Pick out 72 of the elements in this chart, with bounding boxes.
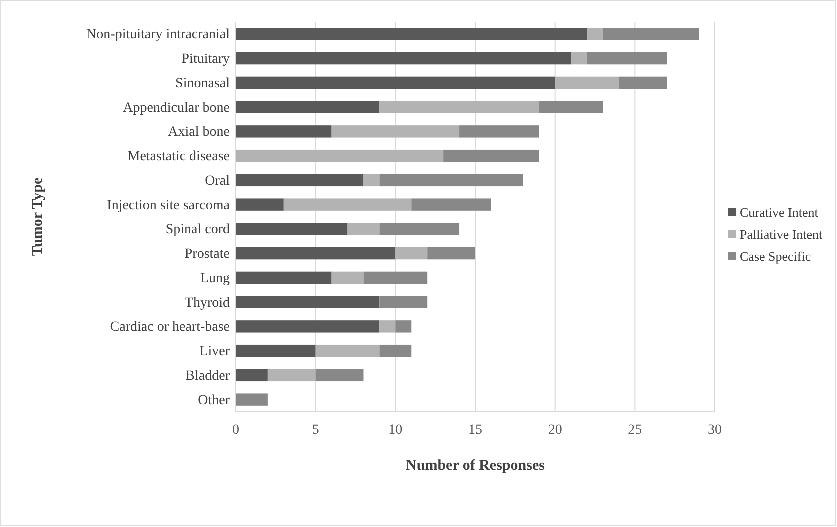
y-axis-title: Tumor Type [30, 178, 46, 256]
y-tick-label: Pituitary [182, 52, 230, 68]
bar [555, 76, 620, 90]
bar [236, 344, 316, 358]
bar [380, 296, 428, 308]
y-tick-label: Non-pituitary intracranial [86, 28, 230, 43]
bar [316, 344, 380, 358]
x-tick-label: 30 [708, 422, 722, 438]
bar [236, 320, 380, 333]
bar [236, 369, 268, 382]
y-tick-label: Spinal cord [166, 222, 230, 238]
bar [236, 76, 556, 90]
y-tick-label: Lung [200, 271, 230, 286]
y-tick-label: Axial bone [168, 125, 230, 140]
bar [316, 369, 364, 382]
bar [236, 101, 380, 114]
x-tick-label: 0 [232, 422, 240, 438]
bar [396, 320, 412, 333]
bar [396, 247, 428, 260]
bar [380, 101, 540, 114]
bar [348, 223, 380, 236]
x-tick-label: 10 [388, 422, 403, 438]
legend-label: Curative Intent [740, 205, 819, 220]
legend-label: Palliative Intent [740, 227, 824, 242]
bar [236, 126, 332, 138]
bar [268, 369, 316, 382]
y-tick-label: Cardiac or heart-base [110, 320, 230, 336]
bar [380, 223, 460, 236]
y-tick-label: Metastatic disease [128, 150, 230, 165]
bar [364, 174, 380, 187]
bar [380, 344, 412, 358]
bar [332, 272, 364, 284]
bar [587, 52, 668, 65]
bar [236, 174, 364, 187]
bar [571, 52, 588, 65]
bar [236, 272, 332, 284]
bar [460, 126, 540, 138]
y-tick-label: Appendicular bone [123, 100, 230, 116]
y-tick-label: Sinonasal [176, 76, 230, 92]
x-tick-label: 15 [468, 422, 482, 438]
y-tick-label: Oral [205, 174, 230, 189]
bar [380, 174, 524, 187]
x-tick-label: 20 [548, 422, 562, 438]
bar [539, 101, 604, 114]
y-tick-label: Liver [200, 344, 230, 360]
x-tick-label: 5 [312, 422, 320, 438]
y-tick-label: Thyroid [184, 296, 230, 311]
bar [332, 126, 460, 138]
y-tick-label: Prostate [184, 247, 230, 262]
x-axis-title: Number of Responses [406, 458, 546, 474]
y-tick-label: Injection site sarcoma [107, 198, 231, 214]
bar [284, 198, 412, 211]
y-tick-label: Other [198, 393, 230, 408]
bar [236, 394, 268, 406]
bar [236, 296, 380, 308]
y-tick-label: Bladder [186, 368, 230, 384]
bar [587, 28, 604, 40]
bar [603, 28, 700, 40]
bar [364, 272, 428, 284]
bar [236, 52, 572, 65]
bar [236, 247, 396, 260]
bar [236, 28, 588, 40]
bar [236, 198, 284, 211]
bar [444, 150, 540, 162]
bar [428, 247, 476, 260]
bar [236, 223, 348, 236]
x-tick-label: 25 [628, 422, 642, 438]
bar [412, 198, 492, 211]
bar [619, 76, 668, 90]
bar [236, 150, 444, 162]
bar [380, 320, 396, 333]
legend-label: Case Specific [740, 249, 812, 264]
